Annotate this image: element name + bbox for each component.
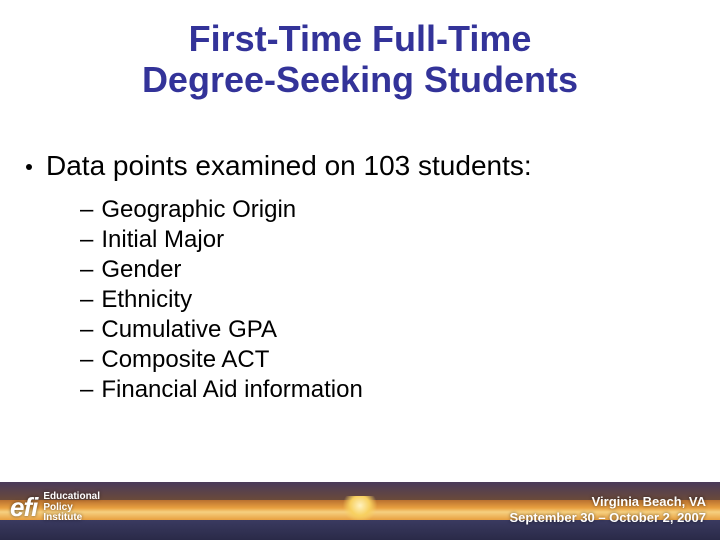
dash-icon: – (80, 256, 93, 284)
sub-bullet-text: Cumulative GPA (101, 316, 277, 344)
sub-bullet-text: Gender (101, 256, 181, 284)
dash-icon: – (80, 226, 93, 254)
sub-bullet-text: Initial Major (101, 226, 224, 254)
footer-sun-icon (340, 496, 380, 520)
sub-bullet-item: –Geographic Origin (80, 196, 694, 224)
sub-bullet-text: Geographic Origin (101, 196, 296, 224)
sub-bullet-item: –Ethnicity (80, 286, 694, 314)
dash-icon: – (80, 286, 93, 314)
location-line-2: September 30 – October 2, 2007 (509, 510, 706, 526)
epi-logo-text: efi (10, 492, 37, 523)
sub-bullet-text: Ethnicity (101, 286, 192, 314)
bullet-dot-icon (26, 164, 32, 170)
dash-icon: – (80, 196, 93, 224)
sub-bullet-item: –Initial Major (80, 226, 694, 254)
epi-line-3: Institute (43, 513, 100, 524)
slide: First-Time Full-Time Degree-Seeking Stud… (0, 0, 720, 540)
slide-body: Data points examined on 103 students: –G… (26, 150, 694, 406)
dash-icon: – (80, 376, 93, 404)
title-line-2: Degree-Seeking Students (142, 59, 578, 100)
epi-name-stack: Educational Policy Institute (43, 492, 100, 524)
slide-title: First-Time Full-Time Degree-Seeking Stud… (0, 0, 720, 101)
sub-bullet-item: –Composite ACT (80, 346, 694, 374)
sub-bullet-list: –Geographic Origin –Initial Major –Gende… (80, 196, 694, 404)
footer-location: Virginia Beach, VA September 30 – Octobe… (509, 494, 706, 527)
sub-bullet-text: Financial Aid information (101, 376, 362, 404)
sub-bullet-item: –Cumulative GPA (80, 316, 694, 344)
sub-bullet-item: –Financial Aid information (80, 376, 694, 404)
title-line-1: First-Time Full-Time (189, 18, 532, 59)
sub-bullet-item: –Gender (80, 256, 694, 284)
dash-icon: – (80, 316, 93, 344)
dash-icon: – (80, 346, 93, 374)
epi-line-1: Educational (43, 492, 100, 503)
slide-footer: efi Educational Policy Institute Virgini… (0, 482, 720, 540)
bullet-level-1: Data points examined on 103 students: (26, 150, 694, 182)
location-line-1: Virginia Beach, VA (509, 494, 706, 510)
epi-logo-block: efi Educational Policy Institute (10, 492, 100, 524)
bullet-l1-text: Data points examined on 103 students: (46, 150, 532, 182)
sub-bullet-text: Composite ACT (101, 346, 269, 374)
